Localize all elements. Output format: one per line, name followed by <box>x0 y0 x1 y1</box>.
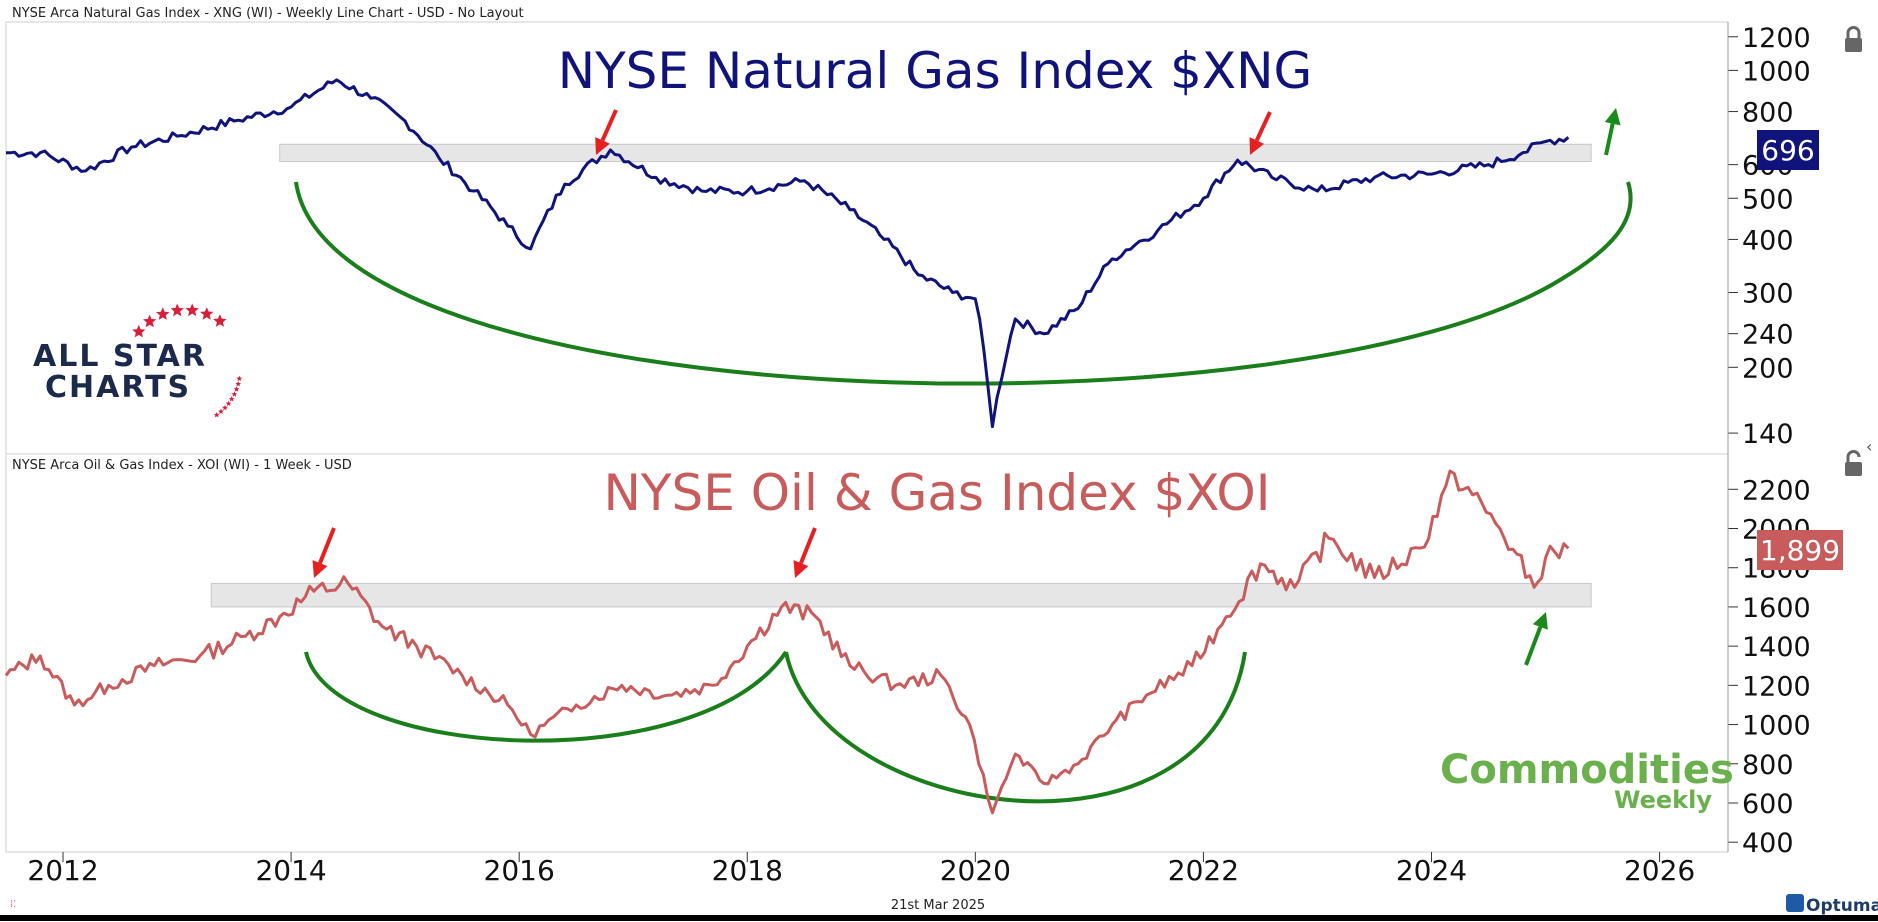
xoi-cup-arc-2 <box>784 651 1247 804</box>
xoi-ytick-label: 1600 <box>1742 593 1811 624</box>
commodities-weekly-logo: Commodities Weekly <box>1440 747 1734 814</box>
xng-cup-arc <box>294 181 1633 386</box>
xng-ytick-label: 500 <box>1742 184 1794 215</box>
corner-mark-icon: ⁞⁚ <box>10 899 16 910</box>
commodities-logo-line1: Commodities <box>1440 747 1734 793</box>
star-icon <box>222 404 228 411</box>
star-icon <box>200 307 214 320</box>
allstar-logo-line1: ALL STAR <box>33 339 207 374</box>
bottom-lock-icon[interactable] <box>1845 450 1862 477</box>
xoi-last-value: 1,899 <box>1760 534 1840 567</box>
commodities-logo-line2: Weekly <box>1614 786 1712 814</box>
bottom-chart-title: NYSE Oil & Gas Index $XOI <box>604 464 1271 522</box>
star-icon <box>185 303 199 317</box>
bottom-panel-header: NYSE Arca Oil & Gas Index - XOI (WI) - 1… <box>12 458 352 473</box>
xtick-label: 2024 <box>1396 854 1467 887</box>
allstar-logo-line2: CHARTS <box>45 370 191 405</box>
star-icon <box>236 375 243 381</box>
star-icon <box>228 396 235 402</box>
star-icon <box>218 408 224 414</box>
star-icon <box>233 386 240 392</box>
star-icon <box>156 307 170 320</box>
xoi-red-arrow-2 <box>793 527 817 578</box>
star-icon <box>132 324 146 338</box>
xng-last-value: 696 <box>1761 134 1814 167</box>
xng-ytick-label: 300 <box>1742 278 1794 309</box>
xoi-ytick-label: 1400 <box>1742 632 1811 663</box>
star-icon <box>143 314 157 328</box>
xoi-series-line-0 <box>4 469 1570 815</box>
xtick-label: 2026 <box>1624 854 1695 887</box>
xng-ytick-label: 1000 <box>1742 56 1811 87</box>
star-icon <box>213 314 227 327</box>
top-panel-header: NYSE Arca Natural Gas Index - XNG (WI) -… <box>12 6 524 21</box>
collapse-chevron-icon[interactable]: ‹ <box>1866 437 1872 456</box>
xtick-label: 2022 <box>1168 854 1239 887</box>
xng-red-arrow-2 <box>1249 111 1272 155</box>
xtick-label: 2016 <box>484 854 555 887</box>
allstar-charts-logo: ALL STAR CHARTS <box>33 303 243 418</box>
xng-ytick-label: 800 <box>1742 98 1794 129</box>
xoi-ytick-label: 1200 <box>1742 671 1811 702</box>
xng-ytick-label: 1200 <box>1742 23 1811 54</box>
star-icon <box>213 412 220 418</box>
xng-green-arrow <box>1604 108 1621 156</box>
xng-ytick-label: 140 <box>1742 419 1794 450</box>
xng-resistance-band <box>279 143 1592 163</box>
xoi-ytick-label: 600 <box>1742 789 1794 820</box>
star-icon <box>225 400 232 406</box>
xoi-ytick-label: 1000 <box>1742 711 1811 742</box>
xtick-label: 2014 <box>255 854 326 887</box>
star-icon <box>235 381 241 387</box>
xoi-ytick-label: 2200 <box>1742 475 1811 506</box>
xng-ytick-label: 400 <box>1742 225 1794 256</box>
star-icon <box>170 303 184 317</box>
xoi-ytick-label: 400 <box>1742 828 1794 859</box>
optuma-brand: Optuma <box>1806 896 1878 916</box>
xng-series-line-0 <box>5 78 1570 429</box>
xng-last-value-badge: 696 <box>1757 130 1819 170</box>
xng-ytick-label: 200 <box>1742 353 1794 384</box>
xoi-red-arrow-1 <box>312 527 336 578</box>
xtick-label: 2012 <box>27 854 98 887</box>
xng-ytick-label: 240 <box>1742 320 1794 351</box>
xoi-resistance-band <box>210 582 1592 608</box>
xoi-last-value-badge: 1,899 <box>1757 530 1843 570</box>
xoi-ytick-label: 800 <box>1742 750 1794 781</box>
xng-red-arrow-1 <box>595 109 618 155</box>
top-lock-icon[interactable] <box>1845 26 1862 53</box>
xoi-cup-arc-1 <box>304 650 788 743</box>
xtick-label: 2018 <box>712 854 783 887</box>
xoi-green-arrow <box>1524 612 1548 666</box>
star-icon <box>231 391 238 397</box>
top-chart-title: NYSE Natural Gas Index $XNG <box>558 42 1313 100</box>
footer-date: 21st Mar 2025 <box>891 898 985 913</box>
allstar-logo-stars <box>132 303 243 418</box>
xtick-label: 2020 <box>940 854 1011 887</box>
optuma-logo: Optuma <box>1786 894 1878 916</box>
